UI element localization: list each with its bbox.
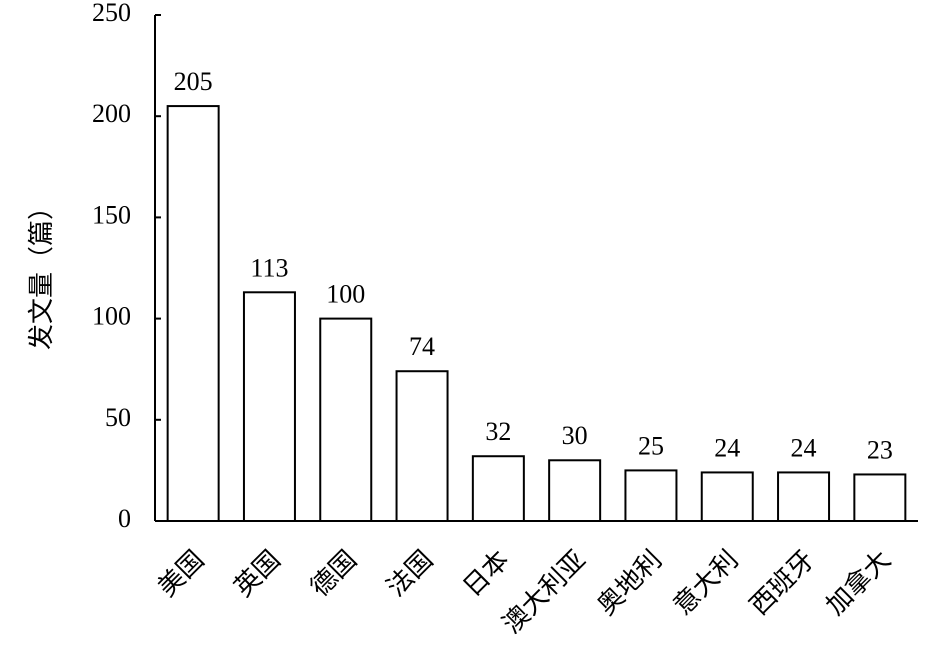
y-tick-label: 150	[92, 200, 131, 229]
bar	[777, 471, 831, 523]
bar	[471, 455, 525, 522]
value-label: 23	[867, 435, 893, 464]
y-tick-label: 100	[92, 302, 131, 331]
bar	[548, 459, 602, 522]
value-label: 100	[326, 280, 365, 309]
bar	[395, 370, 449, 522]
x-tick-label: 英国	[229, 545, 286, 602]
x-tick-label: 奥地利	[592, 545, 668, 621]
bar	[242, 291, 296, 522]
value-label: 30	[562, 421, 588, 450]
value-label: 32	[485, 417, 511, 446]
value-label: 25	[638, 431, 664, 460]
bar	[853, 473, 907, 522]
x-tick-label: 美国	[152, 545, 209, 602]
x-tick-label: 西班牙	[744, 545, 820, 621]
bar	[319, 317, 373, 522]
value-label: 74	[409, 332, 435, 361]
y-tick-label: 250	[92, 0, 131, 27]
x-tick-label: 意大利	[668, 545, 744, 621]
value-label: 24	[791, 433, 817, 462]
x-tick-label: 日本	[458, 545, 515, 602]
y-tick-label: 0	[118, 504, 131, 533]
y-axis-label: 发文量（篇）	[27, 194, 56, 350]
value-label: 24	[714, 433, 740, 462]
value-label: 205	[174, 67, 213, 96]
bar	[166, 105, 220, 523]
x-tick-label: 加拿大	[821, 545, 897, 621]
bar	[700, 471, 754, 523]
x-tick-label: 法国	[381, 545, 438, 602]
bar	[624, 469, 678, 522]
x-tick-label: 德国	[305, 545, 362, 602]
y-tick-label: 200	[92, 99, 131, 128]
value-label: 113	[250, 253, 288, 282]
y-tick-label: 50	[105, 403, 131, 432]
x-tick-label: 澳大利亚	[497, 545, 591, 639]
